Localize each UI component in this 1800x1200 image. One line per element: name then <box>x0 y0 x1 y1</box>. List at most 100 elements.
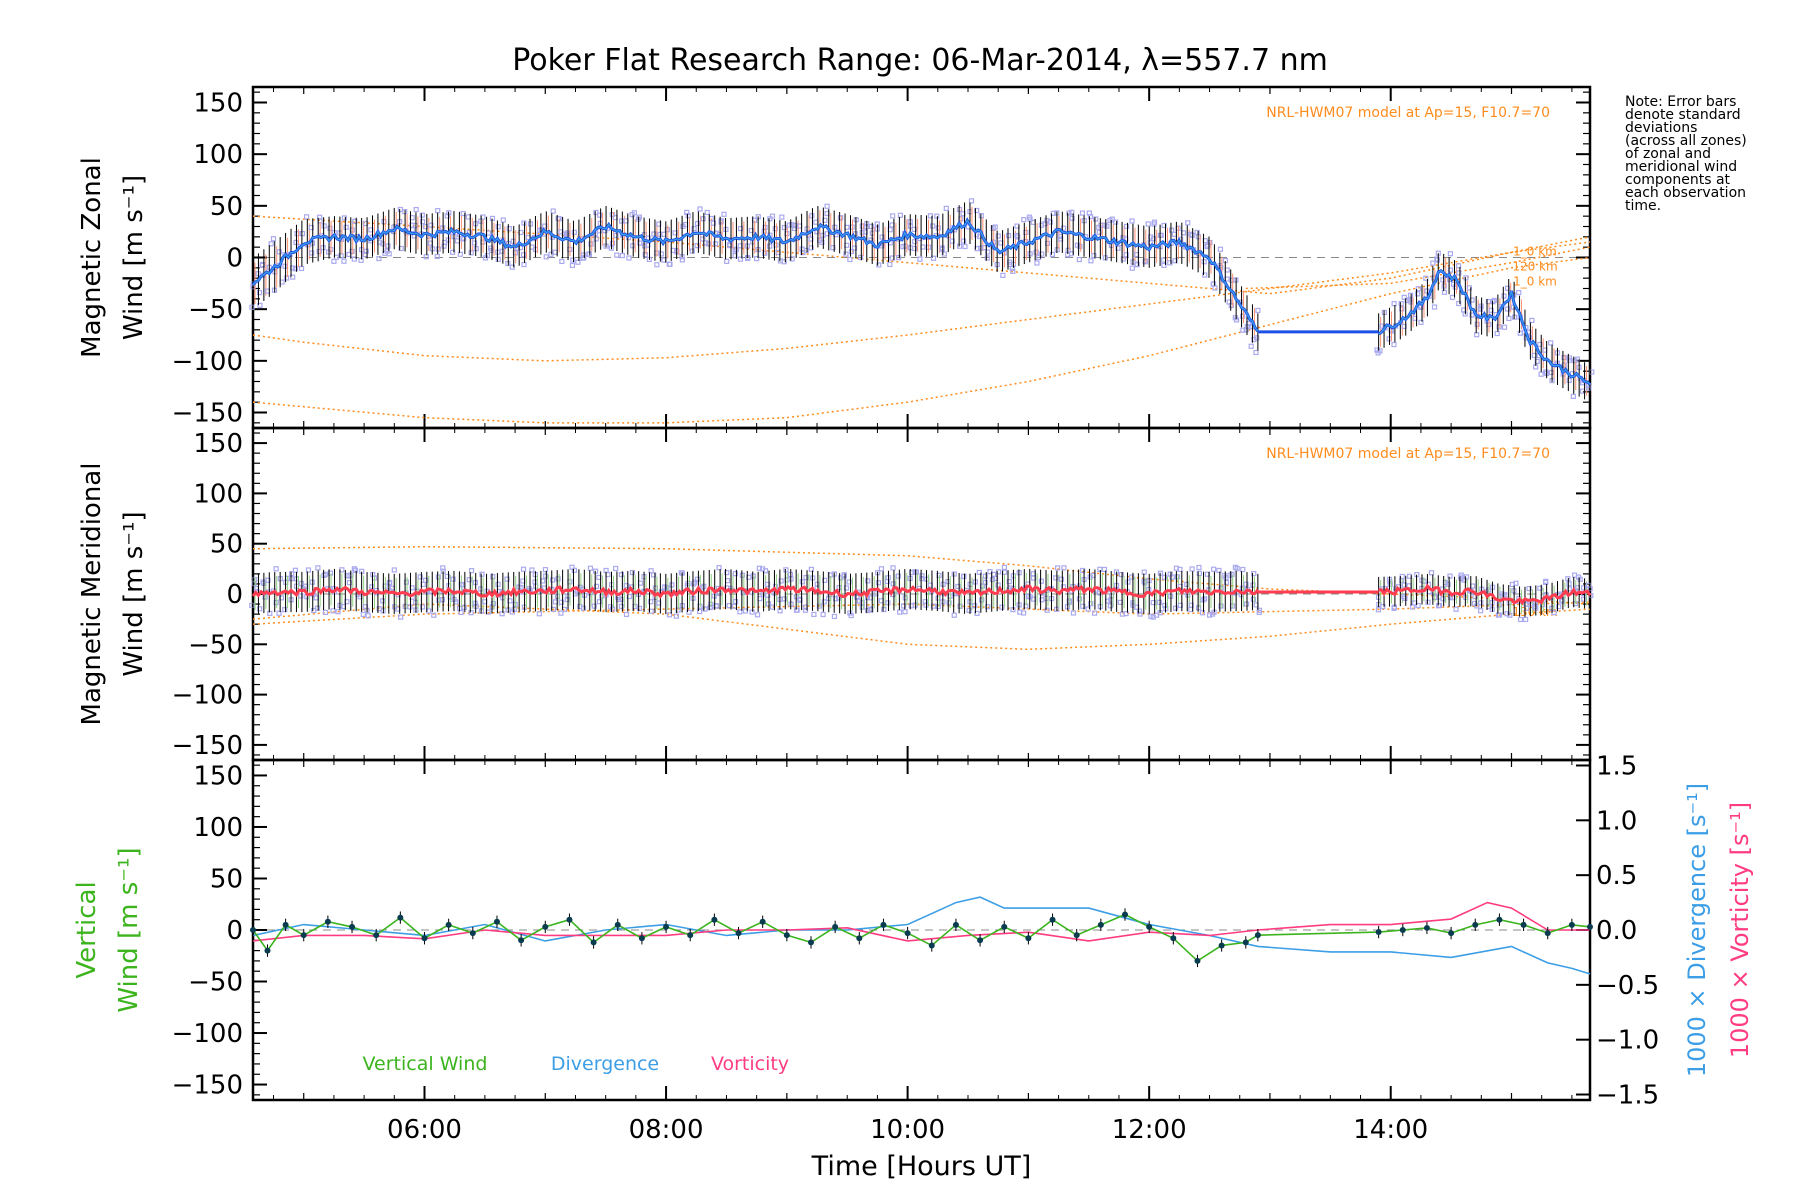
sample-marker <box>851 245 858 251</box>
mean-wind-line-highlight <box>252 219 1259 332</box>
sample-marker <box>298 265 305 272</box>
sample-marker <box>1171 231 1178 237</box>
sample-marker <box>1469 297 1475 303</box>
sample-marker <box>1450 281 1457 287</box>
sample-marker <box>1478 600 1484 606</box>
sample-marker <box>1207 612 1213 618</box>
sample-marker <box>756 565 762 571</box>
sample-marker <box>1061 565 1067 571</box>
sample-marker <box>995 569 1002 575</box>
sample-marker <box>1053 575 1059 581</box>
sample-marker <box>558 599 565 605</box>
sample-marker <box>341 258 347 264</box>
sample-marker <box>1054 565 1061 571</box>
sample-marker <box>1049 251 1056 257</box>
sample-marker <box>982 579 988 586</box>
sample-marker <box>912 569 918 575</box>
sample-marker <box>1201 259 1207 265</box>
sample-marker <box>569 262 576 269</box>
sample-marker <box>1449 294 1456 301</box>
sample-marker <box>365 613 371 619</box>
sample-marker <box>1020 610 1027 616</box>
sample-marker <box>1150 236 1157 242</box>
vertical-wind-point <box>566 916 573 923</box>
sample-marker <box>897 609 903 615</box>
sample-marker <box>1526 585 1532 592</box>
sample-marker <box>666 261 672 267</box>
sample-marker <box>1058 576 1065 582</box>
sample-marker <box>642 243 648 249</box>
y2-tick-label: 1.0 <box>1596 806 1637 836</box>
sample-marker <box>623 611 630 618</box>
sample-marker <box>1174 574 1181 580</box>
sample-marker <box>1057 233 1063 239</box>
sample-marker <box>619 252 625 259</box>
sample-marker <box>848 612 854 619</box>
sample-marker <box>934 213 940 219</box>
sample-marker <box>504 576 510 582</box>
y2-tick-label: 1.5 <box>1596 751 1637 781</box>
y-tick-label: 0 <box>226 244 243 274</box>
sample-marker <box>686 609 692 615</box>
sample-marker <box>773 242 779 248</box>
note-line: of zonal and <box>1625 146 1711 162</box>
divergence-line <box>252 896 1591 975</box>
sample-marker <box>1255 307 1261 314</box>
sample-marker <box>1491 297 1497 304</box>
sample-marker <box>762 224 768 231</box>
sample-marker <box>919 575 925 582</box>
sample-marker <box>824 203 830 209</box>
sample-marker <box>809 213 815 219</box>
mean-wind-line <box>251 217 1260 333</box>
sample-marker <box>876 262 882 268</box>
sample-marker <box>321 223 327 229</box>
sample-marker <box>803 574 809 581</box>
sample-marker <box>1033 249 1039 255</box>
sample-marker <box>1523 601 1529 607</box>
sample-marker <box>273 566 279 572</box>
sample-marker <box>1066 210 1072 216</box>
y-axis-label: Wind [m s⁻¹] <box>119 511 149 676</box>
sample-marker <box>609 212 615 218</box>
vertical-wind-point <box>397 914 404 921</box>
sample-marker <box>1415 291 1421 297</box>
sample-marker <box>779 214 785 220</box>
sample-marker <box>1184 581 1190 588</box>
sample-marker <box>859 229 865 236</box>
sample-marker <box>939 246 945 252</box>
sample-marker <box>1194 229 1200 236</box>
vertical-wind-point <box>1448 930 1455 937</box>
y-tick-label: −50 <box>188 295 243 325</box>
vertical-wind-point <box>1472 921 1479 928</box>
sample-marker <box>490 601 497 607</box>
x-tick-label: 06:00 <box>387 1115 462 1145</box>
mean-wind-line-highlight <box>1378 270 1591 385</box>
sample-marker <box>811 611 817 618</box>
y-tick-label: −50 <box>188 968 243 998</box>
sample-marker <box>619 218 625 224</box>
sample-marker <box>843 251 849 257</box>
sample-marker <box>951 612 957 618</box>
sample-marker <box>555 215 561 222</box>
sample-marker <box>1532 603 1538 609</box>
sample-marker <box>896 255 902 261</box>
sample-marker <box>1506 315 1512 322</box>
sample-marker <box>391 567 397 573</box>
sample-marker <box>450 576 456 582</box>
sample-marker <box>772 226 778 232</box>
sample-marker <box>265 577 271 583</box>
sample-marker <box>381 218 387 225</box>
legend-item: Vorticity <box>711 1053 789 1075</box>
sample-marker <box>718 218 724 224</box>
vertical-wind-point <box>735 930 742 937</box>
sample-marker <box>968 198 975 204</box>
sample-marker <box>1418 319 1424 325</box>
sample-marker <box>1240 313 1246 319</box>
sample-marker <box>1434 256 1440 262</box>
note-line: time. <box>1625 198 1662 214</box>
sample-marker <box>935 225 941 231</box>
sample-marker <box>700 216 706 222</box>
sample-marker <box>1188 602 1194 608</box>
y2-tick-label: −1.5 <box>1596 1081 1659 1111</box>
